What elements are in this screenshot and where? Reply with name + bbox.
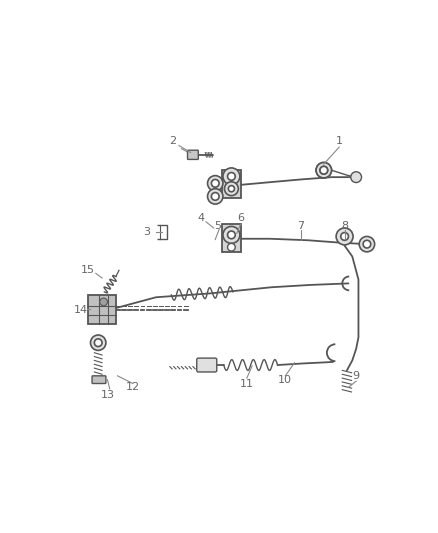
Circle shape <box>212 180 219 187</box>
Circle shape <box>316 163 332 178</box>
Circle shape <box>223 168 240 185</box>
Text: 15: 15 <box>81 265 95 276</box>
Text: 2: 2 <box>170 136 177 146</box>
Circle shape <box>228 173 235 180</box>
Circle shape <box>94 339 102 346</box>
Text: 1: 1 <box>336 136 343 146</box>
Text: 14: 14 <box>74 305 88 316</box>
Text: 9: 9 <box>353 371 360 381</box>
Polygon shape <box>222 170 240 198</box>
FancyBboxPatch shape <box>197 358 217 372</box>
Text: 12: 12 <box>126 382 140 392</box>
Circle shape <box>320 166 328 174</box>
Text: 5: 5 <box>214 221 221 231</box>
Text: 4: 4 <box>197 213 204 223</box>
Text: 11: 11 <box>240 378 254 389</box>
Circle shape <box>363 240 371 248</box>
Text: 10: 10 <box>278 375 292 385</box>
FancyBboxPatch shape <box>92 376 106 384</box>
Circle shape <box>228 185 234 192</box>
Circle shape <box>208 175 223 191</box>
Circle shape <box>224 182 238 196</box>
Circle shape <box>320 166 328 174</box>
Circle shape <box>359 237 374 252</box>
Circle shape <box>351 172 361 182</box>
FancyBboxPatch shape <box>187 150 198 159</box>
Circle shape <box>100 298 107 306</box>
Circle shape <box>91 335 106 350</box>
Text: 7: 7 <box>297 221 304 231</box>
Circle shape <box>212 192 219 200</box>
Circle shape <box>341 232 349 240</box>
Text: 6: 6 <box>237 213 244 223</box>
Text: 3: 3 <box>143 227 150 237</box>
FancyBboxPatch shape <box>88 295 116 324</box>
Circle shape <box>208 189 223 204</box>
Text: 13: 13 <box>101 390 115 400</box>
Polygon shape <box>222 224 240 252</box>
Circle shape <box>228 244 235 251</box>
Circle shape <box>228 231 235 239</box>
Circle shape <box>336 228 353 245</box>
Circle shape <box>223 227 240 244</box>
Circle shape <box>316 163 332 178</box>
Text: 8: 8 <box>341 221 348 231</box>
